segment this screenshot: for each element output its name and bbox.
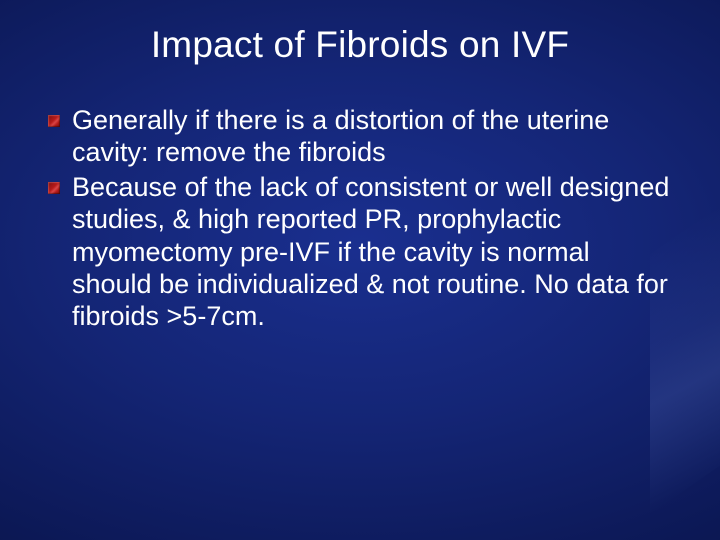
slide-title: Impact of Fibroids on IVF bbox=[44, 24, 676, 66]
bullet-square-icon bbox=[48, 182, 60, 194]
bullet-text: Because of the lack of consistent or wel… bbox=[72, 171, 676, 333]
list-item: Generally if there is a distortion of th… bbox=[48, 104, 676, 169]
slide-container: Impact of Fibroids on IVF Generally if t… bbox=[0, 0, 720, 540]
bullet-text: Generally if there is a distortion of th… bbox=[72, 104, 676, 169]
bullet-square-icon bbox=[48, 115, 60, 127]
bullet-list: Generally if there is a distortion of th… bbox=[44, 104, 676, 333]
list-item: Because of the lack of consistent or wel… bbox=[48, 171, 676, 333]
